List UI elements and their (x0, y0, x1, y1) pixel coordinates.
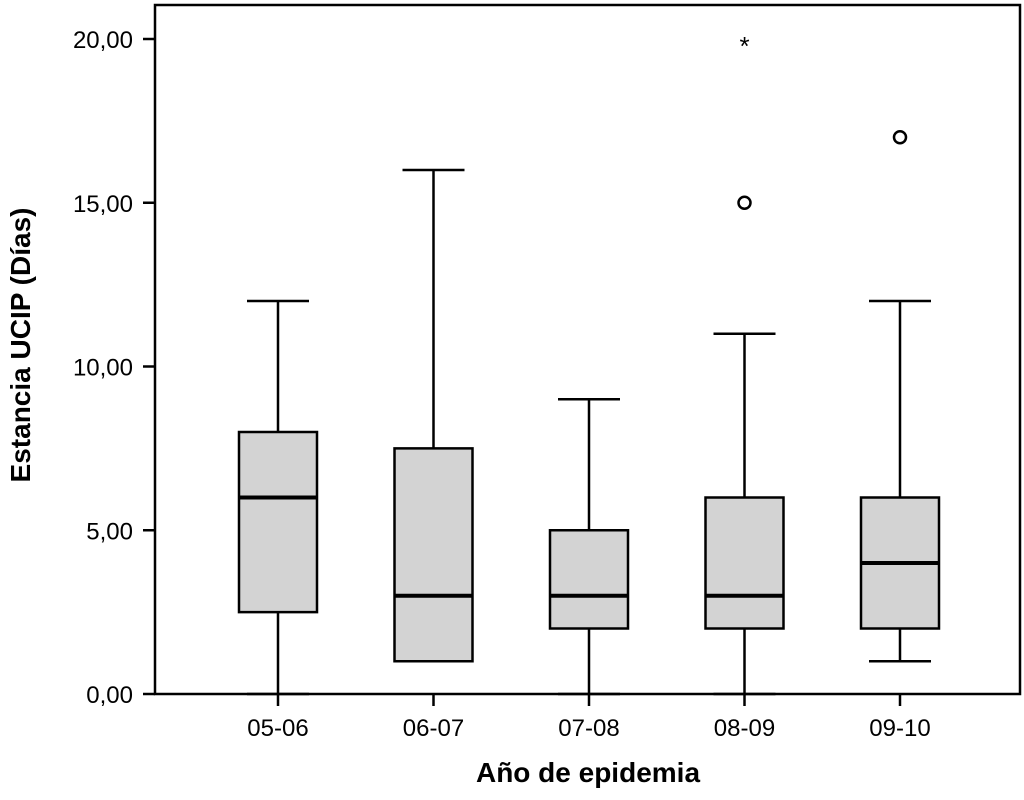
iqr-box (237, 430, 319, 614)
boxes: * (237, 31, 941, 696)
x-tick-label: 05-06 (247, 715, 308, 742)
extreme-point: * (739, 31, 749, 61)
outlier-point (892, 130, 908, 145)
x-tick-label: 08-09 (714, 715, 775, 742)
iqr-box (393, 447, 474, 663)
y-tick-label: 10,00 (73, 355, 133, 382)
box-group-09-10 (859, 130, 941, 663)
x-tick-label: 06-07 (403, 715, 464, 742)
y-axis-title: Estancia UCIP (Días) (5, 208, 36, 483)
y-axis: 0,00 5,00 10,00 15,00 20,00 (73, 27, 155, 709)
y-tick-label: 0,00 (86, 682, 133, 709)
x-tick-label: 07-08 (558, 715, 619, 742)
y-tick-label: 20,00 (73, 27, 133, 54)
y-tick-label: 5,00 (86, 518, 133, 545)
outlier-point (737, 195, 752, 210)
box-group-06-07 (393, 168, 474, 663)
box-group-08-09: * (704, 31, 785, 696)
x-tick-label: 09-10 (869, 715, 930, 742)
box-group-07-08 (548, 398, 630, 696)
box-group-05-06 (237, 299, 319, 696)
x-axis-title: Año de epidemia (476, 757, 700, 788)
y-tick-label: 15,00 (73, 191, 133, 218)
iqr-box (704, 496, 785, 630)
iqr-box (548, 529, 630, 630)
x-axis: 05-06 06-07 07-08 08-09 09-10 (247, 694, 931, 742)
